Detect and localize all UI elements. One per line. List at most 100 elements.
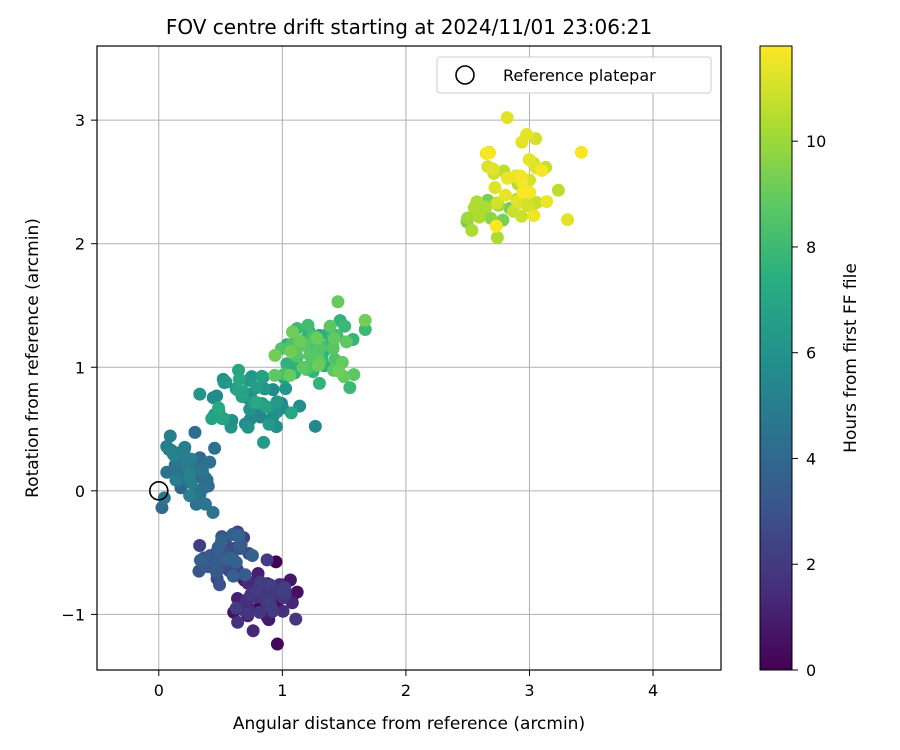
legend-label: Reference platepar <box>503 66 656 85</box>
x-tick-label: 1 <box>277 681 287 700</box>
data-point <box>215 412 229 426</box>
data-point <box>514 169 528 183</box>
data-point <box>347 368 361 382</box>
data-point <box>358 323 372 337</box>
legend-marker <box>455 65 475 85</box>
data-point <box>467 200 481 214</box>
data-point <box>270 395 284 409</box>
data-point <box>490 231 504 245</box>
data-point <box>561 213 575 227</box>
data-point <box>166 448 180 462</box>
data-point <box>215 534 229 548</box>
y-tick-label: −1 <box>61 605 85 624</box>
reference-marker <box>148 481 169 501</box>
data-point <box>257 435 271 449</box>
data-point <box>461 211 475 225</box>
data-point <box>574 145 588 159</box>
colorbar-tick-label: 2 <box>806 555 816 574</box>
data-point <box>260 553 274 567</box>
data-point <box>193 387 207 401</box>
data-point <box>262 417 276 431</box>
data-point <box>250 381 264 395</box>
data-point <box>490 196 504 210</box>
data-point <box>285 325 299 339</box>
colorbar-tick-label: 6 <box>806 344 816 363</box>
y-axis-ticks: −1 0 1 2 3 <box>61 111 97 624</box>
data-point <box>310 331 324 345</box>
data-point <box>238 568 252 582</box>
data-point <box>184 452 198 466</box>
data-point <box>193 539 207 553</box>
data-point <box>279 382 293 396</box>
data-point <box>284 344 298 358</box>
data-point <box>268 368 282 382</box>
data-point <box>527 209 541 223</box>
data-point <box>331 295 345 309</box>
data-point <box>520 127 534 141</box>
data-point <box>535 163 549 177</box>
reference-point <box>148 481 169 501</box>
data-point <box>290 585 304 599</box>
data-point <box>522 153 536 167</box>
y-tick-label: 1 <box>75 358 85 377</box>
data-point <box>219 375 233 389</box>
data-point <box>270 405 284 419</box>
colorbar-label: Hours from first FF file <box>841 263 861 453</box>
data-point <box>301 318 315 332</box>
legend-box <box>436 56 712 94</box>
data-point <box>540 195 554 209</box>
data-point <box>211 401 225 415</box>
data-points <box>155 111 588 651</box>
x-tick-label: 2 <box>401 681 411 700</box>
data-point <box>232 529 246 543</box>
data-point <box>213 578 227 592</box>
data-point <box>489 219 503 233</box>
data-point <box>206 391 220 405</box>
data-point <box>488 181 502 195</box>
data-point <box>323 319 337 333</box>
data-point <box>255 369 269 383</box>
data-point <box>229 555 243 569</box>
x-tick-label: 4 <box>648 681 658 700</box>
data-point <box>205 412 219 426</box>
data-point <box>263 597 277 611</box>
data-point <box>280 357 294 371</box>
data-point <box>260 400 274 414</box>
data-point <box>236 384 250 398</box>
data-point <box>339 335 353 349</box>
colorbar-ticks: 0 2 4 6 8 10 <box>792 132 826 680</box>
data-point <box>510 194 524 208</box>
data-point <box>308 419 322 433</box>
data-point <box>472 210 486 224</box>
data-point <box>226 569 240 583</box>
data-point <box>498 188 512 202</box>
data-point <box>500 111 514 125</box>
data-point <box>278 581 292 595</box>
y-axis-label: Rotation from reference (arcmin) <box>23 218 43 498</box>
y-tick-label: 0 <box>75 482 85 501</box>
data-point <box>232 372 246 386</box>
x-axis-label: Angular distance from reference (arcmin) <box>233 714 585 734</box>
data-point <box>241 606 255 620</box>
legend: Reference platepar <box>436 56 712 94</box>
data-point <box>209 565 223 579</box>
data-point <box>332 364 346 378</box>
data-point <box>208 441 222 455</box>
data-point <box>231 615 245 629</box>
data-point <box>327 332 341 346</box>
x-axis-ticks: 0 1 2 3 4 <box>154 670 658 700</box>
data-point <box>268 348 282 362</box>
data-point <box>193 553 207 567</box>
data-point <box>270 637 284 651</box>
data-point <box>188 425 202 439</box>
data-point <box>246 624 260 638</box>
data-point <box>263 578 277 592</box>
data-point <box>183 469 197 483</box>
data-point <box>250 396 264 410</box>
data-point <box>296 360 310 374</box>
colorbar-tick-label: 4 <box>806 449 816 468</box>
data-point <box>276 604 290 618</box>
data-point <box>515 209 529 223</box>
data-point <box>284 406 298 420</box>
